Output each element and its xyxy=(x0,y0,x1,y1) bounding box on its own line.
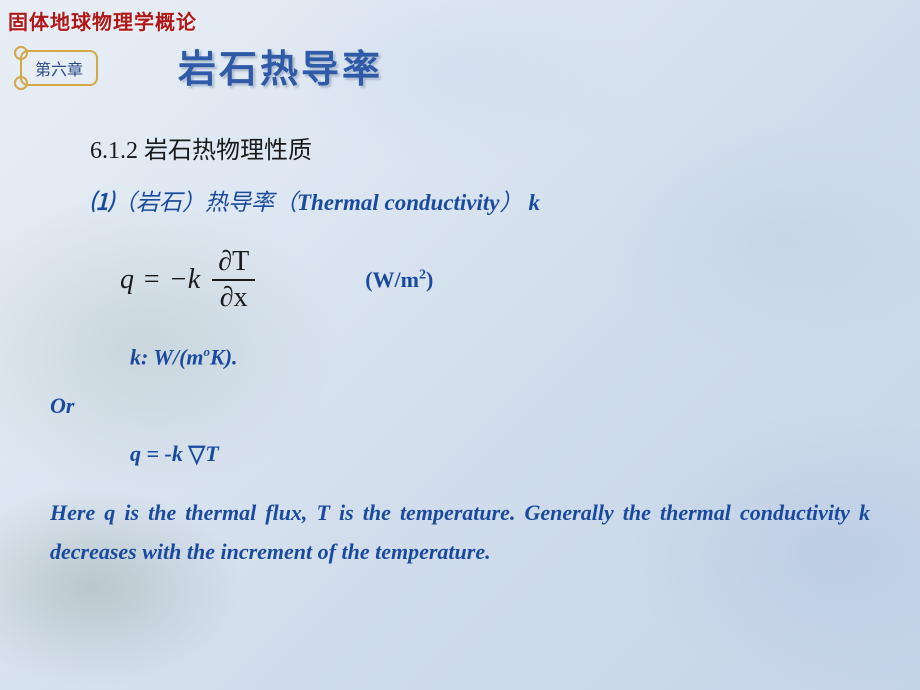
nabla-icon: ▽ xyxy=(188,439,205,468)
gradient-equation: q = -k ▽T xyxy=(130,441,870,467)
eq-equals: = xyxy=(142,264,161,296)
chapter-badge: 第六章 xyxy=(20,50,98,86)
description-text: Here q is the thermal flux, T is the tem… xyxy=(50,493,870,572)
sub-index: ⑴ xyxy=(90,190,113,215)
heat-flux-equation: q = −k ∂T ∂x xyxy=(120,245,255,314)
chapter-label: 第六章 xyxy=(35,56,83,80)
course-title: 固体地球物理学概论 xyxy=(8,6,197,35)
eq-fraction: ∂T ∂x xyxy=(212,245,255,314)
sub-en-term: Thermal conductivity xyxy=(297,190,500,215)
or-label: Or xyxy=(50,393,870,419)
slide-title: 岩石热导率 xyxy=(178,38,383,93)
subsection-title: ⑴（岩石）热导率（Thermal conductivity）k xyxy=(90,183,870,217)
section-number: 6.1.2 岩石热物理性质 xyxy=(90,130,870,165)
eq-denominator: ∂x xyxy=(214,281,254,315)
eq-minus-k: −k xyxy=(169,264,200,296)
sub-cn-suffix: ） xyxy=(500,190,523,215)
sub-cn-prefix: （岩石）热导率（ xyxy=(113,190,297,215)
eq-numerator: ∂T xyxy=(212,245,255,279)
flux-unit: (W/m2) xyxy=(365,267,433,293)
equation-row: q = −k ∂T ∂x (W/m2) xyxy=(120,245,870,314)
content-area: 6.1.2 岩石热物理性质 ⑴（岩石）热导率（Thermal conductiv… xyxy=(50,130,870,572)
variable-k: k xyxy=(529,190,541,215)
k-unit-line: k: W/(moK). xyxy=(130,344,870,370)
eq-lhs: q xyxy=(120,264,134,296)
